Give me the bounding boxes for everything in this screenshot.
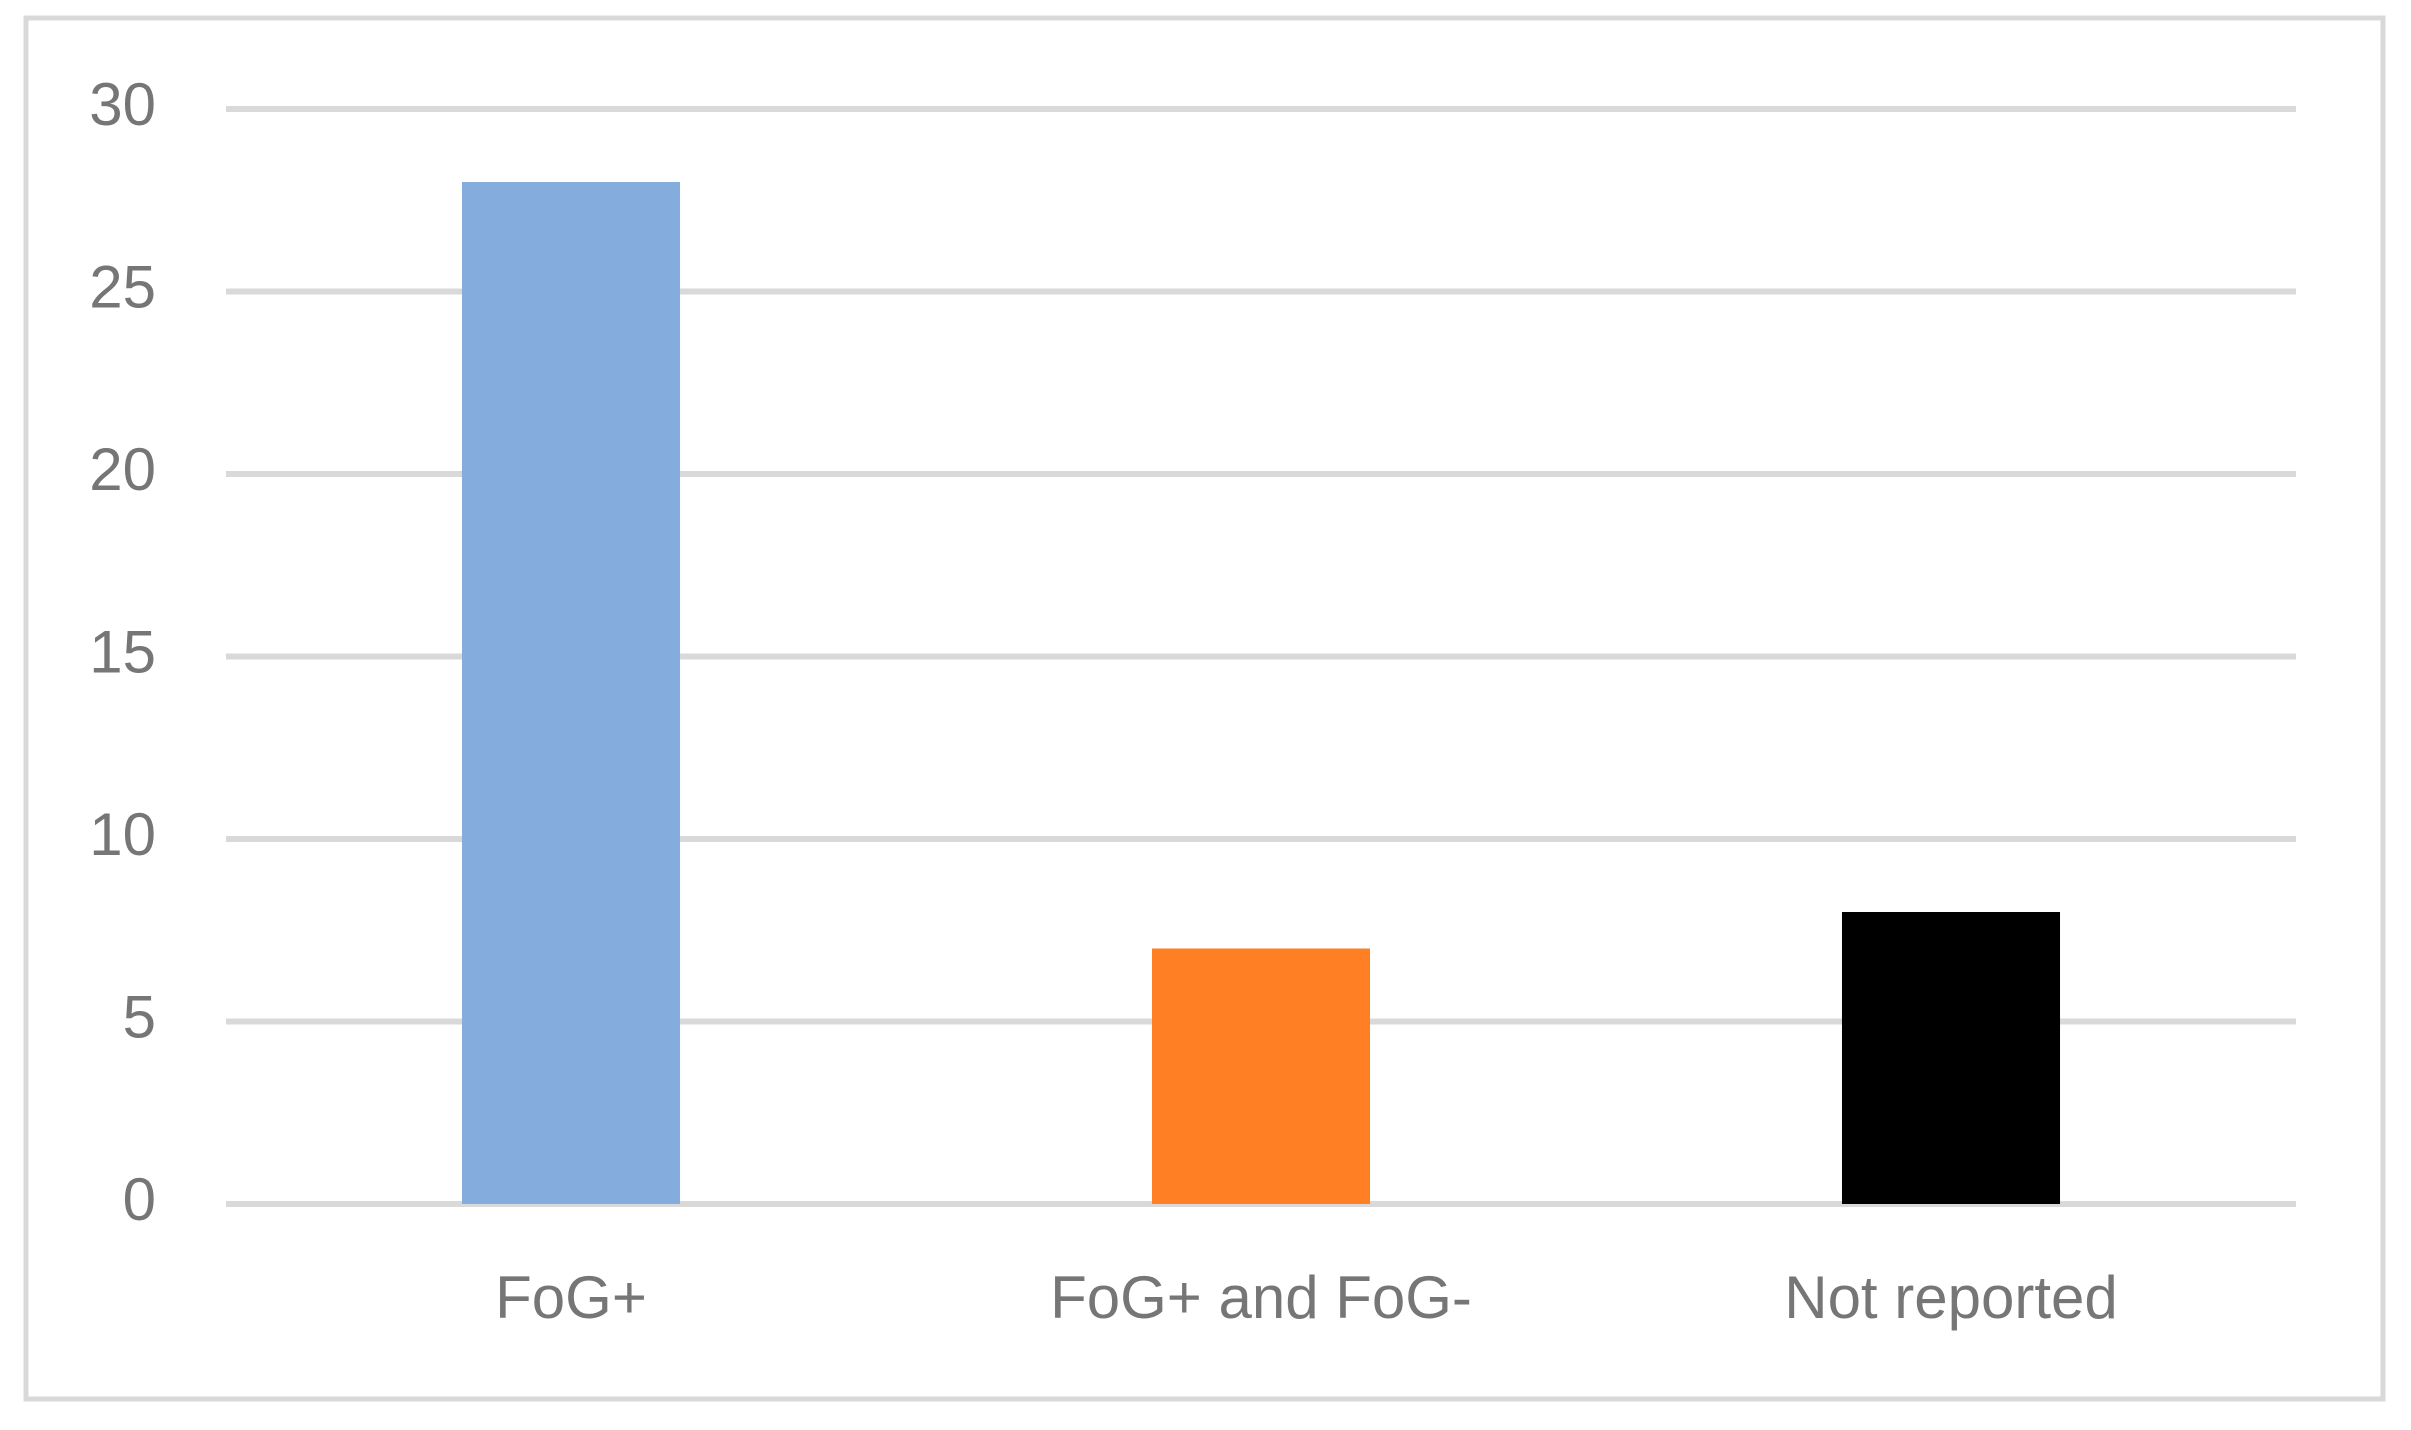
x-tick-label: FoG+ [495,1264,647,1331]
y-tick-label: 20 [89,436,156,503]
bar [1151,948,1371,1204]
y-tick-label: 15 [89,618,156,685]
y-tick-label: 0 [123,1166,156,1233]
y-tick-label: 10 [89,801,156,868]
bar [461,182,681,1204]
bar [1841,912,2061,1204]
x-tick-label: FoG+ and FoG- [1050,1264,1472,1331]
x-tick-label: Not reported [1784,1264,2118,1331]
y-tick-label: 5 [123,983,156,1050]
y-tick-label: 30 [89,71,156,138]
y-tick-label: 25 [89,253,156,320]
